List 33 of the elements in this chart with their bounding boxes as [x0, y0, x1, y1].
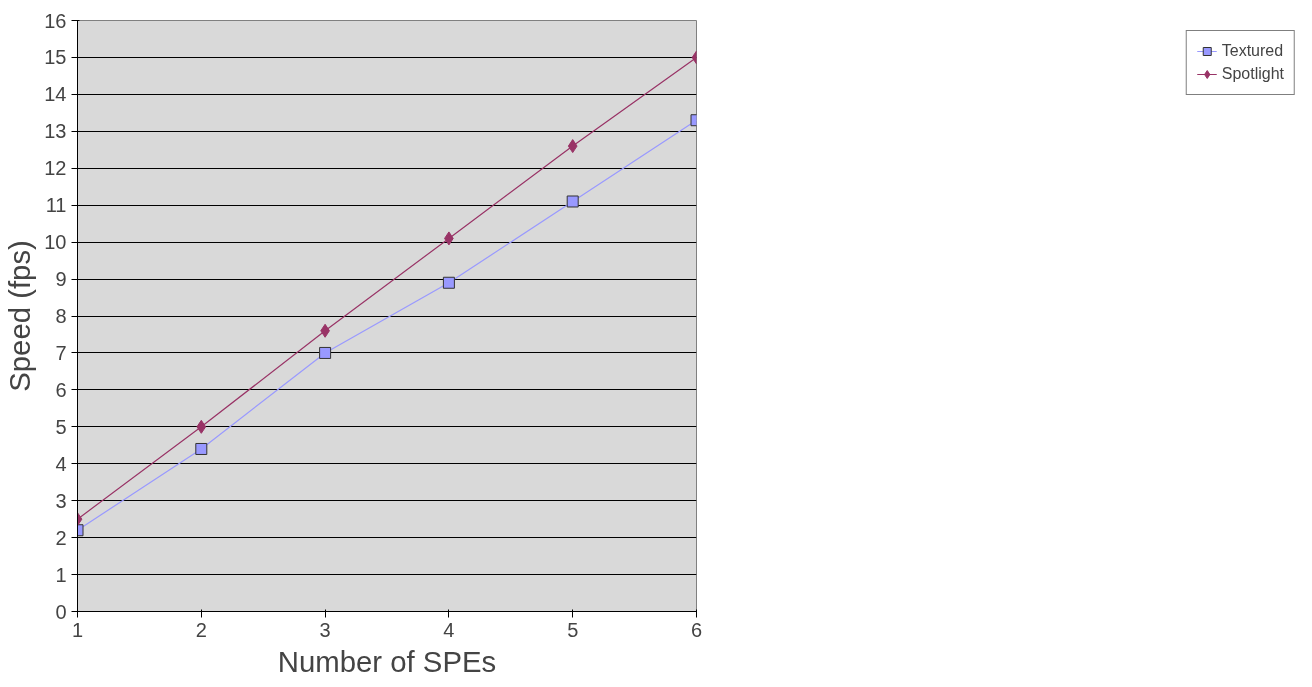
- legend-label: Spotlight: [1221, 65, 1284, 83]
- point: [567, 139, 578, 154]
- y-axis-title: Speed (fps): [3, 240, 37, 392]
- y-tick-label: 11: [45, 194, 67, 217]
- x-tick-label: 6: [690, 618, 703, 641]
- y-tick-label: 12: [44, 157, 67, 180]
- x-tick-label: 5: [567, 618, 579, 641]
- y-tick-label: 15: [44, 46, 67, 69]
- legend-label: Textured: [1221, 42, 1284, 60]
- y-tick-label: 5: [55, 415, 67, 438]
- x-tick-label: 4: [443, 618, 455, 641]
- x-tick-label: 3: [319, 618, 331, 641]
- x-axis-title: Number of SPEs: [277, 644, 497, 678]
- x-tick-label: 2: [195, 618, 207, 641]
- y-tick-label: 3: [55, 489, 67, 512]
- y-tick-label: 0: [55, 600, 67, 623]
- y-tick-label: 2: [55, 526, 67, 549]
- y-tick-label: 8: [55, 305, 67, 327]
- y-tick-label: 1: [55, 563, 67, 586]
- y-tick-label: 10: [44, 231, 67, 254]
- y-tick-label: 13: [44, 120, 67, 143]
- point: [195, 442, 208, 455]
- point: [566, 195, 579, 208]
- y-tick-label: 7: [55, 341, 67, 364]
- x-tick-label: 1: [71, 618, 84, 641]
- y-tick-label: 16: [44, 9, 67, 32]
- y-tick-label: 9: [55, 268, 67, 291]
- point: [442, 276, 455, 289]
- y-tick-label: 14: [44, 83, 67, 106]
- point: [319, 346, 332, 359]
- y-tick-label: 6: [55, 378, 67, 401]
- y-tick-label: 4: [55, 452, 67, 475]
- point: [196, 419, 207, 434]
